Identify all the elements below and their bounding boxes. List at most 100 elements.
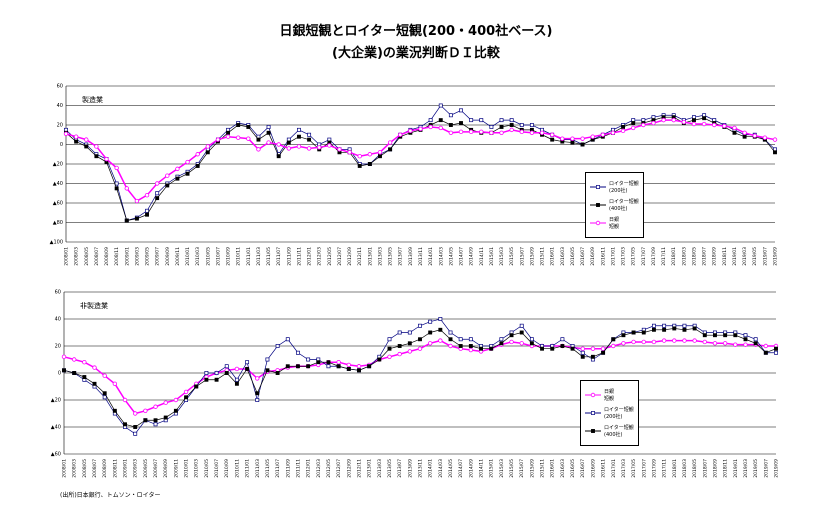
x-tick-label: 2019/03 — [742, 247, 748, 266]
marker — [114, 186, 119, 191]
marker — [165, 183, 170, 188]
x-tick-label: 2010/07 — [214, 459, 220, 478]
x-tick-label: 2019/05 — [752, 247, 758, 266]
marker — [540, 346, 545, 351]
marker — [601, 350, 606, 355]
marker — [448, 123, 453, 127]
marker — [72, 371, 77, 375]
x-tick-label: 2009/09 — [163, 459, 169, 478]
marker — [550, 346, 555, 351]
marker — [661, 117, 666, 123]
x-tick-label: 2014/03 — [438, 247, 444, 266]
x-tick-label: 2016/05 — [570, 459, 576, 478]
marker — [92, 381, 97, 386]
x-tick-label: 2013/07 — [398, 247, 404, 266]
marker — [92, 365, 97, 370]
y-tick-label: 60 — [57, 84, 63, 90]
x-tick-label: 2011/05 — [266, 247, 272, 266]
marker — [145, 208, 149, 213]
x-tick-label: 2012/01 — [306, 459, 312, 478]
x-tick-label: 2015/03 — [499, 247, 505, 266]
marker — [306, 146, 312, 151]
legend-label: ロイター短観 (400社) — [609, 199, 639, 212]
legend-label: 日銀 短観 — [609, 217, 620, 230]
marker — [266, 124, 271, 129]
marker — [692, 338, 697, 343]
marker — [255, 398, 260, 402]
series-line — [65, 116, 776, 221]
y-tick-label: 20 — [57, 123, 63, 129]
marker — [297, 127, 301, 132]
marker — [226, 130, 231, 135]
legend-swatch — [585, 429, 601, 433]
marker — [397, 351, 402, 357]
marker — [266, 130, 271, 135]
marker — [327, 143, 332, 148]
marker — [387, 337, 392, 342]
legend-marker — [590, 392, 596, 398]
marker — [479, 129, 484, 135]
marker — [175, 166, 180, 172]
marker — [519, 330, 524, 335]
marker — [255, 376, 260, 381]
x-tick-label: 2009/05 — [143, 459, 149, 478]
x-tick-label: 2019/01 — [733, 459, 739, 478]
marker — [772, 137, 778, 142]
marker — [641, 122, 646, 128]
x-tick-label: 2009/09 — [165, 247, 171, 266]
marker — [236, 123, 241, 127]
marker — [753, 337, 758, 342]
marker — [82, 375, 87, 380]
marker — [774, 346, 778, 351]
x-tick-label: 2014/11 — [479, 247, 485, 266]
marker — [154, 181, 160, 186]
marker — [317, 145, 322, 150]
marker — [225, 134, 231, 139]
marker — [712, 122, 717, 128]
legend: 日銀 短観 ロイター短観 (200社) ロイター短観 (400社) — [580, 380, 639, 446]
marker — [509, 123, 514, 127]
x-tick-label: 2014/07 — [459, 247, 465, 266]
marker — [722, 123, 727, 129]
x-tick-label: 2012/03 — [317, 247, 323, 266]
x-tick-label: 2015/05 — [509, 459, 515, 478]
marker — [134, 216, 139, 221]
x-tick-label: 2011/01 — [246, 247, 252, 266]
marker — [286, 140, 291, 145]
marker — [153, 418, 158, 423]
x-tick-label: 2013/11 — [418, 247, 424, 266]
x-tick-label: 2009/01 — [123, 459, 129, 478]
marker — [682, 327, 687, 332]
marker — [489, 124, 494, 129]
x-tick-label: 2010/11 — [234, 459, 240, 478]
marker — [153, 404, 158, 409]
marker — [702, 116, 707, 121]
marker — [590, 134, 595, 139]
y-tick-label: ▲40 — [53, 181, 63, 187]
x-tick-label: 2012/05 — [327, 247, 333, 266]
marker — [519, 123, 524, 127]
x-tick-label: 2010/07 — [215, 247, 221, 266]
marker — [610, 130, 616, 135]
x-tick-label: 2011/03 — [255, 459, 261, 478]
marker — [692, 326, 697, 331]
marker — [418, 337, 422, 342]
marker — [94, 154, 99, 159]
y-tick-label: 20 — [55, 344, 61, 350]
legend-label: ロイター短観 (200社) — [609, 181, 639, 194]
marker — [306, 357, 311, 362]
marker — [509, 339, 514, 345]
x-tick-label: 2008/05 — [82, 459, 88, 478]
marker — [266, 140, 271, 145]
marker — [681, 119, 687, 125]
marker — [550, 137, 555, 142]
x-tick-label: 2016/01 — [550, 459, 556, 478]
x-tick-label: 2019/03 — [743, 459, 749, 478]
x-tick-label: 2013/05 — [387, 459, 393, 478]
source: (出所)日本銀行、トムソン・ロイター — [60, 492, 161, 499]
marker — [459, 121, 463, 125]
marker — [549, 132, 555, 137]
marker — [662, 323, 667, 328]
x-tick-label: 2011/11 — [295, 459, 301, 478]
x-tick-label: 2019/05 — [753, 459, 759, 478]
